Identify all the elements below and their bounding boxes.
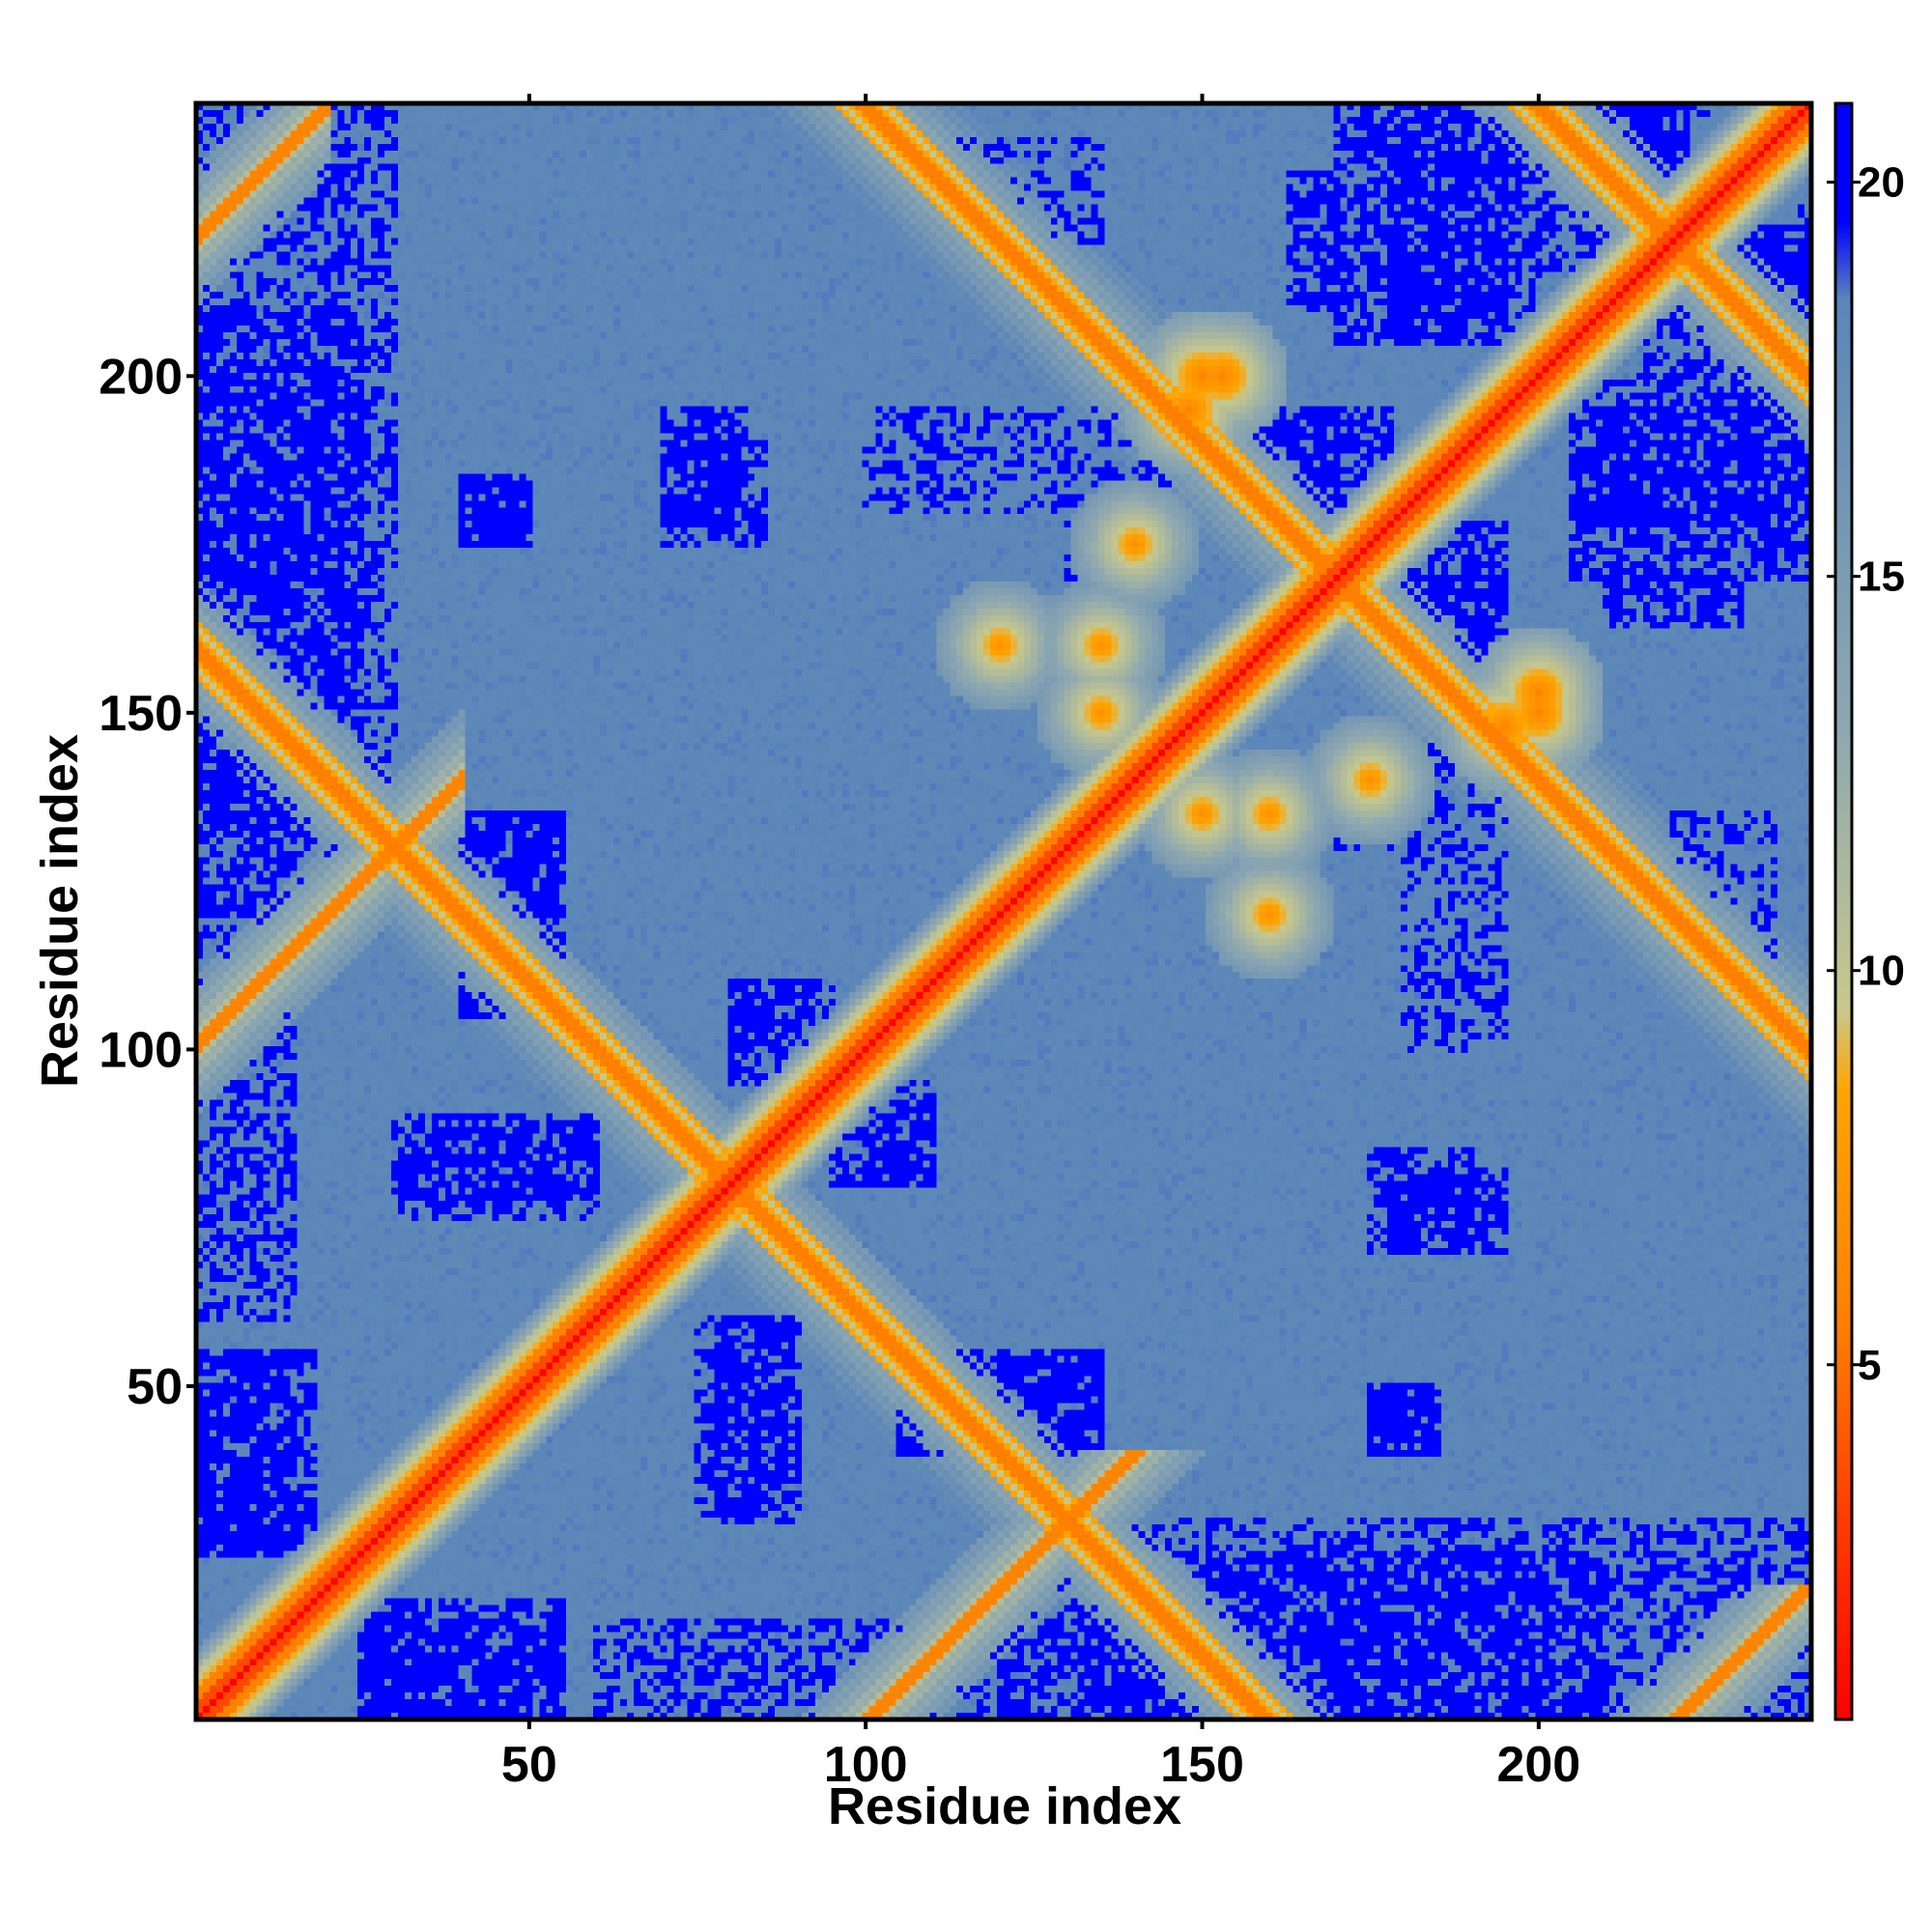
y-tick-label: 50 [127,1359,183,1415]
y-axis-title: Residue index [31,734,89,1088]
colorbar-tick-label: 15 [1858,554,1905,601]
y-tick-label: 150 [99,686,183,742]
colorbar: 5 10 15 20 [1827,101,1905,1721]
colorbar-tick-label: 20 [1858,159,1905,207]
y-tick-label: 200 [99,349,183,405]
x-tick-label: 150 [1160,1737,1244,1793]
colorbar-tick-label: 5 [1858,1342,1881,1389]
x-tick-label: 200 [1496,1737,1580,1793]
x-axis: 50 100 150 200 [501,94,1580,1793]
y-axis: 50 100 150 200 [99,349,196,1415]
heatmap-plot-area [193,100,1814,1722]
x-tick-label: 100 [824,1737,908,1793]
colorbar-gradient [1833,101,1854,1721]
heatmap-image [196,103,1811,1719]
y-tick-label: 100 [99,1022,183,1078]
colorbar-tick-label: 10 [1858,948,1905,995]
plot-frame [193,100,1814,1722]
colorbar-ticks: 5 10 15 20 [1827,159,1905,1389]
x-axis-title: Residue index [828,1777,1181,1835]
x-tick-label: 50 [501,1737,557,1793]
